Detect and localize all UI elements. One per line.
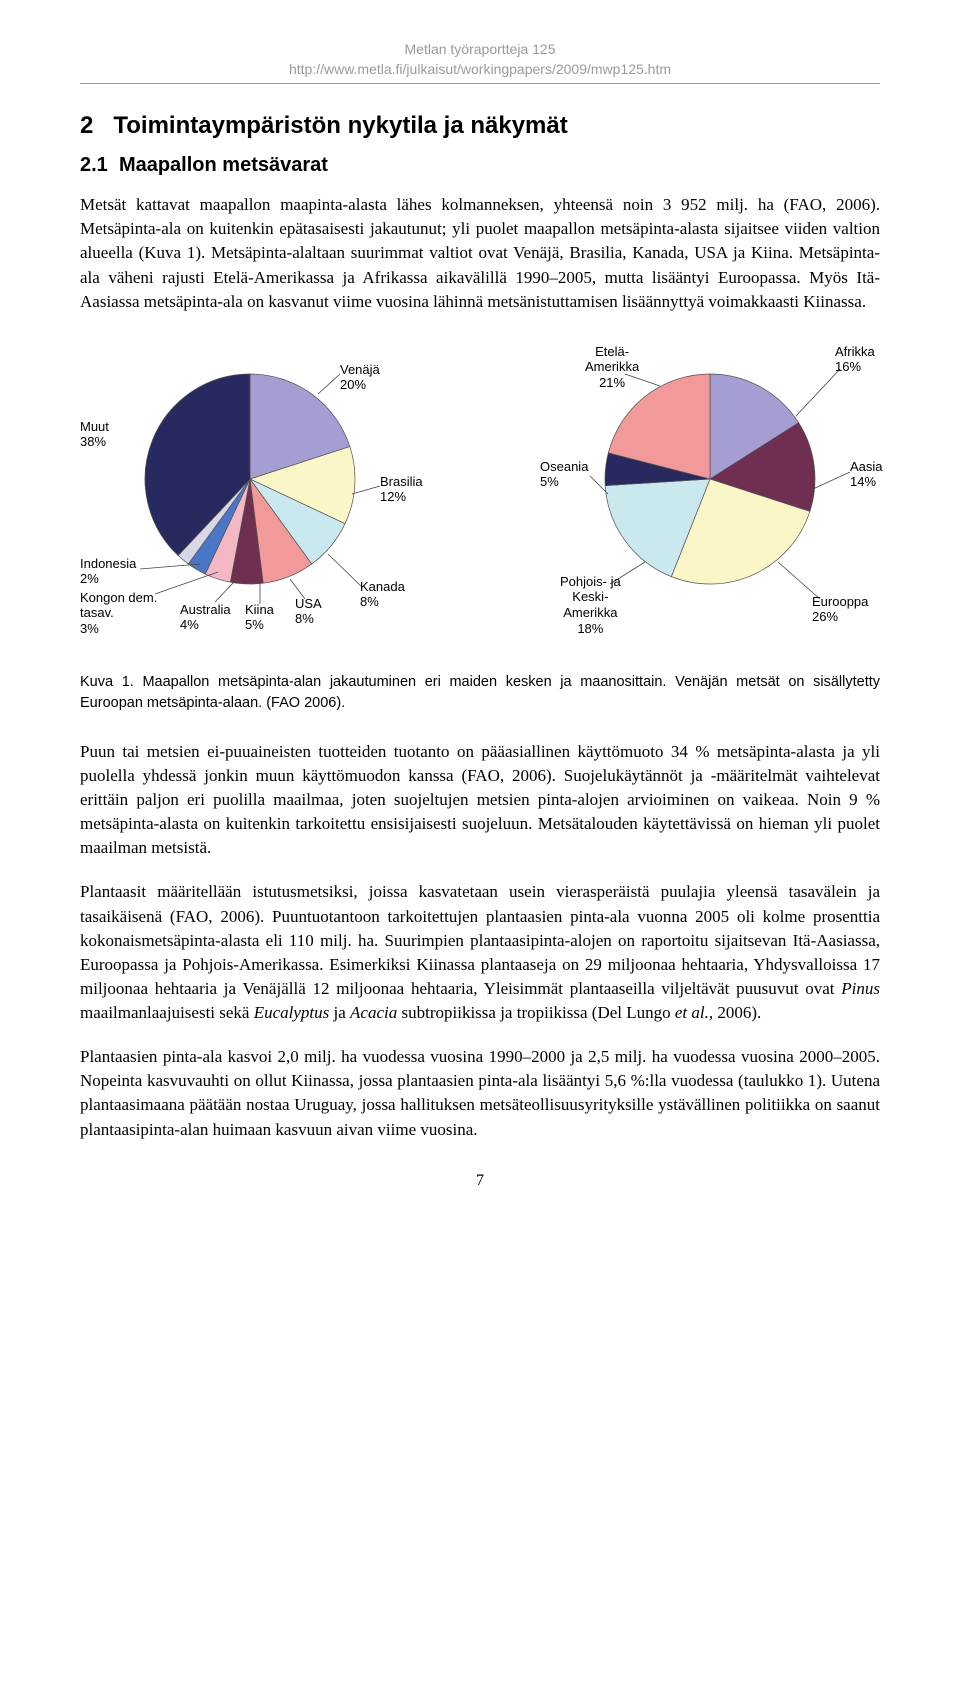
header-line1: Metlan työraportteja 125 <box>80 40 880 60</box>
pie-chart-countries: Muut38% Venäjä20% Brasilia12% Kanada8% USA8%… <box>80 344 480 644</box>
para3-text-d: subtropiikissa ja tropiikissa (Del Lungo <box>397 1003 675 1022</box>
subsection-title: Maapallon metsävarat <box>119 154 328 176</box>
label-afrikka: Afrikka16% <box>835 344 875 375</box>
paragraph-2: Puun tai metsien ei-puuaineisten tuottei… <box>80 740 880 861</box>
label-muut: Muut38% <box>80 419 109 450</box>
label-australia: Australia4% <box>180 602 231 633</box>
label-brasilia: Brasilia12% <box>380 474 423 505</box>
paragraph-3: Plantaasit määritellään istutusmetsiksi,… <box>80 880 880 1025</box>
page-number: 7 <box>80 1172 880 1190</box>
label-etela-amerikka: Etelä-Amerikka21% <box>585 344 639 391</box>
label-eurooppa: Eurooppa26% <box>812 594 868 625</box>
label-kiina: Kiina5% <box>245 602 274 633</box>
page: Metlan työraportteja 125 http://www.metl… <box>0 0 960 1230</box>
paragraph-1: Metsät kattavat maapallon maapinta-alast… <box>80 193 880 314</box>
para3-acacia: Acacia <box>350 1003 397 1022</box>
para3-text-c: ja <box>329 1003 350 1022</box>
label-oseania: Oseania5% <box>540 459 588 490</box>
charts-row: Muut38% Venäjä20% Brasilia12% Kanada8% USA8%… <box>80 344 880 644</box>
para3-text-a: Plantaasit määritellään istutusmetsiksi,… <box>80 882 880 998</box>
header-rule <box>80 83 880 84</box>
subsection-number: 2.1 <box>80 154 108 176</box>
para3-eucalyptus: Eucalyptus <box>254 1003 330 1022</box>
para3-text-e: , 2006). <box>709 1003 761 1022</box>
label-kongo: Kongon dem.tasav.3% <box>80 590 157 637</box>
label-indonesia: Indonesia2% <box>80 556 136 587</box>
section-heading: 2 Toimintaympäristön nykytila ja näkymät <box>80 112 880 140</box>
para3-pinus: Pinus <box>841 979 880 998</box>
label-usa: USA8% <box>295 596 322 627</box>
label-kanada: Kanada8% <box>360 579 405 610</box>
header-line2: http://www.metla.fi/julkaisut/workingpap… <box>80 60 880 80</box>
running-header: Metlan työraportteja 125 http://www.metl… <box>80 40 880 79</box>
section-title: Toimintaympäristön nykytila ja näkymät <box>113 112 567 139</box>
para3-text-b: maailmanlaajuisesti sekä <box>80 1003 254 1022</box>
subsection-heading: 2.1 Maapallon metsävarat <box>80 154 880 177</box>
label-pka: Pohjois- jaKeski-Amerikka18% <box>560 574 621 636</box>
figure-caption: Kuva 1. Maapallon metsäpinta-alan jakaut… <box>80 672 880 714</box>
para3-etal: et al. <box>675 1003 709 1022</box>
paragraph-4: Plantaasien pinta-ala kasvoi 2,0 milj. h… <box>80 1045 880 1142</box>
label-aasia: Aasia14% <box>850 459 883 490</box>
pie-chart-continents: Etelä-Amerikka21% Afrikka16% Aasia14% Euroo… <box>500 344 900 644</box>
section-number: 2 <box>80 112 93 139</box>
label-venaja: Venäjä20% <box>340 362 380 393</box>
